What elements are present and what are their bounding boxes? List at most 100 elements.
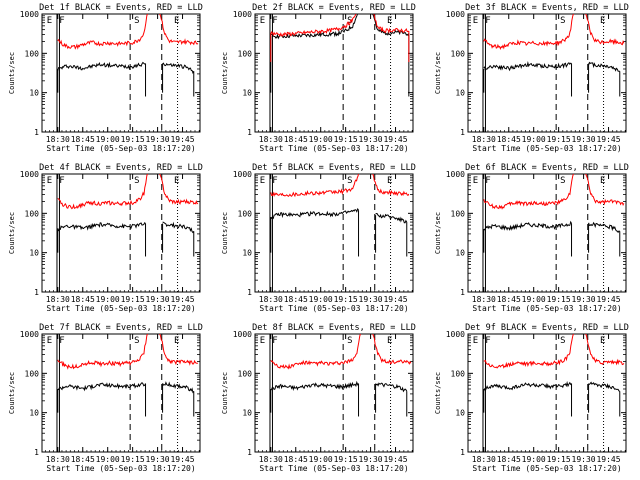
- time-marker-label: S: [560, 336, 565, 346]
- time-marker-label: E: [387, 16, 392, 26]
- time-marker-label: E: [387, 176, 392, 186]
- time-marker-label: E: [47, 16, 52, 26]
- x-tick-label: 18:45: [284, 295, 308, 304]
- time-marker-label: F: [59, 16, 64, 26]
- time-marker-label: E: [174, 336, 179, 346]
- y-tick-label: 1000: [20, 10, 39, 19]
- events-series-line: [588, 221, 620, 234]
- plot-frame: [254, 173, 414, 293]
- time-marker-label: F: [485, 16, 490, 26]
- x-tick-label: 19:00: [309, 455, 333, 464]
- y-tick-label: 1: [247, 288, 252, 297]
- time-marker-label: E: [473, 176, 478, 186]
- events-series-line: [588, 381, 621, 392]
- events-series-line: [588, 61, 620, 72]
- x-axis-label: Start Time (05-Sep-03 18:17:20): [46, 144, 195, 153]
- plot-frame: [467, 333, 627, 453]
- y-tick-label: 10: [242, 249, 252, 258]
- y-tick-label: 1000: [446, 330, 465, 339]
- panel-title: Det 4f BLACK = Events, RED = LLD: [39, 163, 203, 173]
- x-tick-label: 19:15: [547, 295, 571, 304]
- x-axis-label: Start Time (05-Sep-03 18:17:20): [259, 464, 408, 473]
- x-tick-label: 19:00: [522, 295, 546, 304]
- time-marker-label: F: [272, 16, 277, 26]
- y-axis-label: Counts/sec: [221, 212, 229, 254]
- x-tick-label: 18:30: [259, 295, 283, 304]
- x-tick-label: 19:00: [309, 295, 333, 304]
- x-tick-label: 19:00: [309, 135, 333, 144]
- time-marker-label: E: [174, 16, 179, 26]
- x-axis-label: Start Time (05-Sep-03 18:17:20): [259, 304, 408, 313]
- y-axis-label: Counts/sec: [221, 372, 229, 414]
- time-marker-label: E: [260, 336, 265, 346]
- y-axis-label: Counts/sec: [434, 372, 442, 414]
- y-tick-label: 1000: [20, 330, 39, 339]
- events-series-line: [270, 14, 410, 40]
- events-series-line: [57, 381, 146, 392]
- x-tick-label: 18:45: [497, 455, 521, 464]
- x-tick-label: 18:30: [472, 455, 496, 464]
- y-tick-label: 1000: [20, 170, 39, 179]
- x-tick-label: 19:30: [359, 455, 383, 464]
- x-tick-label: 18:30: [46, 135, 70, 144]
- plot-frame: [41, 173, 201, 293]
- lld-series-line: [57, 174, 199, 210]
- x-tick-label: 19:45: [170, 455, 194, 464]
- y-tick-label: 100: [451, 49, 466, 58]
- time-marker-label: F: [485, 336, 490, 346]
- y-tick-label: 1000: [446, 10, 465, 19]
- x-tick-label: 19:00: [96, 455, 120, 464]
- y-tick-label: 1000: [233, 170, 252, 179]
- y-tick-label: 1: [460, 128, 465, 137]
- y-tick-label: 1: [247, 448, 252, 457]
- y-tick-label: 100: [25, 209, 40, 218]
- x-tick-label: 19:45: [170, 295, 194, 304]
- x-axis-label: Start Time (05-Sep-03 18:17:20): [472, 304, 621, 313]
- y-tick-label: 100: [238, 209, 253, 218]
- lld-series-line: [57, 14, 199, 50]
- y-tick-label: 10: [455, 249, 465, 258]
- x-tick-label: 19:15: [121, 455, 145, 464]
- x-tick-label: 19:00: [96, 295, 120, 304]
- x-tick-label: 18:45: [71, 135, 95, 144]
- x-tick-label: 18:45: [497, 295, 521, 304]
- x-tick-label: 19:30: [572, 455, 596, 464]
- time-marker-label: F: [272, 176, 277, 186]
- plot-frame: [41, 333, 201, 453]
- plot-frame: [254, 13, 414, 133]
- x-tick-label: 18:45: [284, 135, 308, 144]
- x-tick-label: 18:30: [46, 295, 70, 304]
- x-tick-label: 19:15: [121, 295, 145, 304]
- time-marker-label: F: [59, 336, 64, 346]
- x-tick-label: 19:30: [359, 295, 383, 304]
- time-marker-label: S: [347, 16, 352, 26]
- panel-title: Det 3f BLACK = Events, RED = LLD: [465, 3, 629, 13]
- lld-series-line: [483, 174, 625, 210]
- x-axis-label: Start Time (05-Sep-03 18:17:20): [46, 304, 195, 313]
- time-marker-label: S: [560, 16, 565, 26]
- x-axis-label: Start Time (05-Sep-03 18:17:20): [46, 464, 195, 473]
- lld-series-line: [57, 334, 198, 370]
- x-tick-label: 19:45: [383, 455, 407, 464]
- events-series-line: [270, 380, 359, 392]
- x-axis-label: Start Time (05-Sep-03 18:17:20): [472, 464, 621, 473]
- x-tick-label: 19:15: [334, 455, 358, 464]
- time-marker-label: F: [485, 176, 490, 186]
- y-tick-label: 1: [247, 128, 252, 137]
- events-series-line: [483, 220, 572, 231]
- events-series-line: [270, 207, 359, 220]
- x-tick-label: 19:15: [334, 295, 358, 304]
- time-marker-label: S: [560, 176, 565, 186]
- y-tick-label: 100: [25, 369, 40, 378]
- time-marker-label: E: [600, 176, 605, 186]
- x-axis-label: Start Time (05-Sep-03 18:17:20): [472, 144, 621, 153]
- y-tick-label: 10: [242, 409, 252, 418]
- x-tick-label: 19:15: [121, 135, 145, 144]
- time-marker-label: E: [387, 336, 392, 346]
- panel-title: Det 1f BLACK = Events, RED = LLD: [39, 3, 203, 13]
